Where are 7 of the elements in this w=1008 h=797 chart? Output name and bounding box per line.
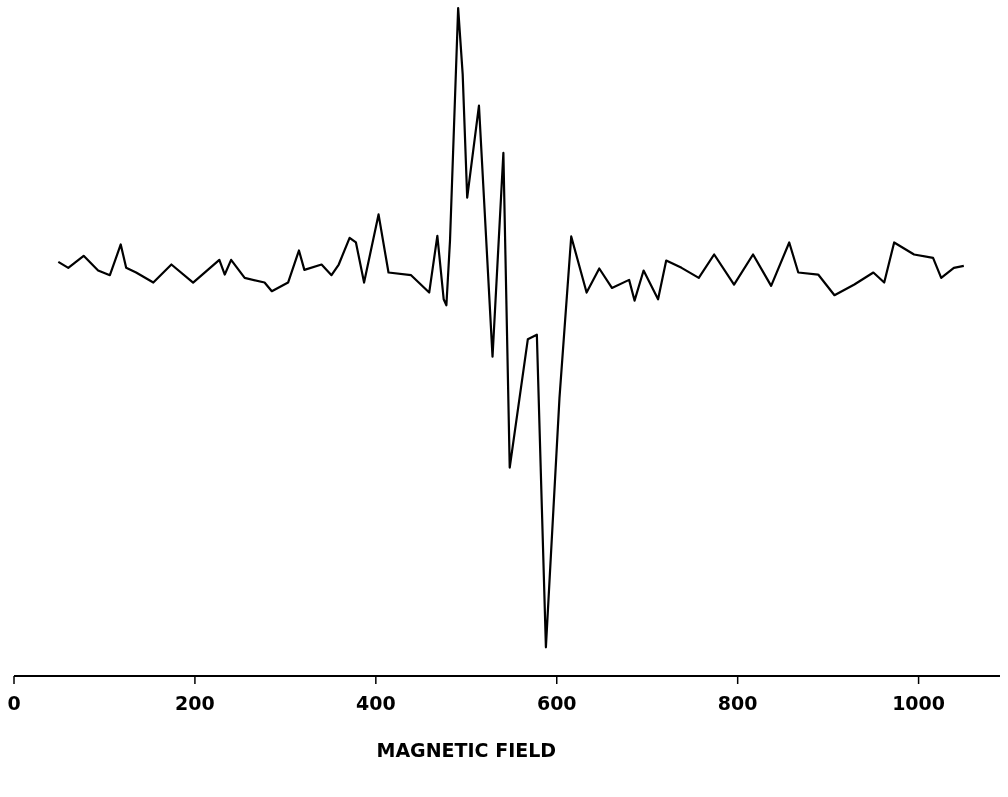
x-tick-label: 400 <box>356 692 396 714</box>
x-tick-label: 200 <box>175 692 215 714</box>
x-tick-label: 800 <box>717 692 758 714</box>
x-tick-label: 0 <box>7 692 21 714</box>
x-tick-label: 1000 <box>892 692 946 714</box>
x-axis-title: MAGNETIC FIELD <box>376 739 557 761</box>
x-tick-label: 600 <box>536 692 577 714</box>
